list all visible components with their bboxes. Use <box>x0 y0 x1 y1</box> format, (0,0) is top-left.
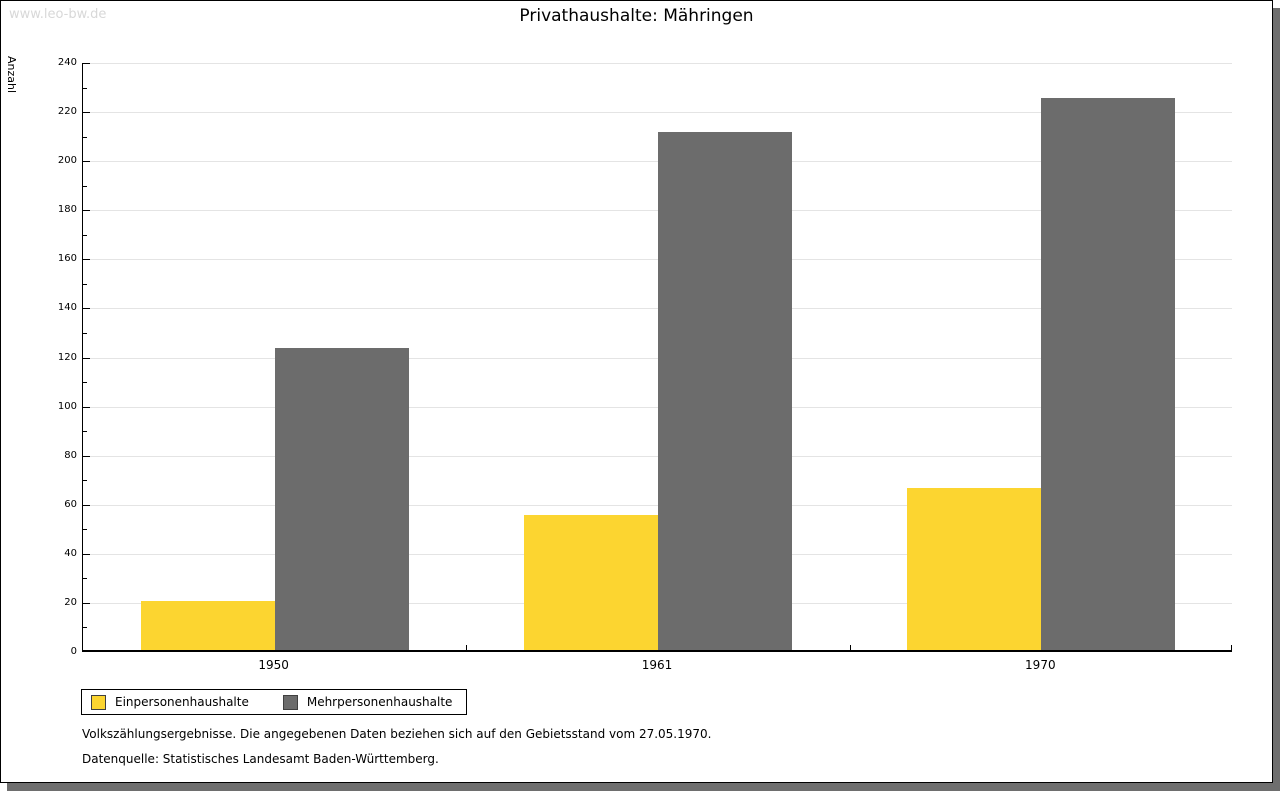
y-axis-minor-tick <box>83 480 87 482</box>
y-axis-tick-label: 180 <box>57 204 77 216</box>
bar-einpersonenhaushalte-1950 <box>140 600 275 650</box>
legend-box: Einpersonenhaushalte Mehrpersonenhaushalt… <box>81 689 467 715</box>
gridline <box>83 112 1232 114</box>
y-axis-major-tick <box>83 504 90 506</box>
y-axis-major-tick <box>83 553 90 555</box>
x-axis-boundary-tick <box>466 645 467 650</box>
y-axis-major-tick <box>83 161 90 163</box>
y-axis-tick-label: 80 <box>64 449 77 461</box>
gridline <box>83 210 1232 212</box>
legend-swatch-gray <box>282 694 298 710</box>
y-axis-tick-label: 100 <box>57 400 77 412</box>
gridline <box>83 357 1232 359</box>
y-axis-minor-tick <box>83 87 87 89</box>
y-axis-tick-label: 60 <box>64 498 77 510</box>
bar-einpersonenhaushalte-1961 <box>524 515 658 650</box>
x-axis-boundary-tick <box>850 645 851 650</box>
x-axis-category-label: 1970 <box>1025 658 1056 672</box>
y-axis-minor-tick <box>83 382 87 384</box>
y-axis-minor-tick <box>83 578 87 580</box>
y-axis-minor-tick <box>83 234 87 236</box>
chart-title: Privathaushalte: Mähringen <box>519 6 754 26</box>
bar-einpersonenhaushalte-1970 <box>907 488 1042 650</box>
y-axis-major-tick <box>83 357 90 359</box>
gridline <box>83 259 1232 261</box>
watermark-text: www.leo-bw.de <box>9 7 107 22</box>
plot-area <box>82 63 1232 652</box>
footer-note-data-source: Datenquelle: Statistisches Landesamt Bad… <box>82 752 439 766</box>
y-axis-major-tick <box>83 210 90 212</box>
gridline <box>83 504 1232 506</box>
gridline <box>83 161 1232 163</box>
y-axis-minor-tick <box>83 529 87 531</box>
y-axis-tick-label: 20 <box>64 596 77 608</box>
legend-label: Einpersonenhaushalte <box>115 695 249 709</box>
bar-mehrpersonenhaushalte-1961 <box>658 132 792 650</box>
y-axis-tick-label: 240 <box>57 57 77 68</box>
y-axis-minor-tick <box>83 627 87 629</box>
gridline <box>83 308 1232 310</box>
y-axis-tick-label: 120 <box>57 351 77 363</box>
legend-item: Einpersonenhaushalte <box>91 694 249 710</box>
bar-mehrpersonenhaushalte-1950 <box>274 348 409 650</box>
gridline <box>83 455 1232 457</box>
y-axis-tick-label: 160 <box>57 253 77 265</box>
y-axis-tick-label: 40 <box>64 547 77 559</box>
legend-swatch-yellow <box>91 694 106 710</box>
y-axis-major-tick <box>83 406 90 408</box>
x-axis-category-label: 1950 <box>258 658 289 672</box>
y-axis-tick-label: 140 <box>57 302 77 314</box>
footer-note-source-period: Volkszählungsergebnisse. Die angegebenen… <box>82 727 712 741</box>
y-axis-tick-label: 200 <box>57 155 77 167</box>
y-axis-major-tick <box>83 112 90 114</box>
x-axis-boundary-tick <box>1231 645 1232 650</box>
y-axis-minor-tick <box>83 283 87 285</box>
y-axis-minor-tick <box>83 185 87 187</box>
gridline <box>83 63 1232 64</box>
y-axis-major-tick <box>83 455 90 457</box>
y-axis-minor-tick <box>83 332 87 334</box>
gridline <box>83 406 1232 408</box>
legend-item: Mehrpersonenhaushalte <box>282 694 453 710</box>
y-axis-major-tick <box>83 602 90 604</box>
y-axis-major-tick <box>83 308 90 310</box>
y-axis-minor-tick <box>83 431 87 433</box>
y-axis-title: Anzahl <box>5 56 18 94</box>
y-axis-major-tick <box>83 259 90 261</box>
x-axis-category-label: 1961 <box>641 658 673 672</box>
y-axis-tick-label: 0 <box>70 646 77 657</box>
bar-mehrpersonenhaushalte-1970 <box>1041 97 1176 650</box>
y-axis-minor-tick <box>83 136 87 138</box>
legend-label: Mehrpersonenhaushalte <box>306 695 453 709</box>
y-axis-major-tick <box>83 63 90 64</box>
y-axis-tick-label: 220 <box>57 106 77 118</box>
